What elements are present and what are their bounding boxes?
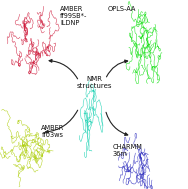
Text: AMBER
ff99SB*-
ILDNP: AMBER ff99SB*- ILDNP	[60, 6, 88, 26]
FancyArrowPatch shape	[106, 112, 128, 136]
Text: AMBER
ff03ws: AMBER ff03ws	[41, 125, 65, 138]
Text: OPLS-AA: OPLS-AA	[107, 6, 136, 12]
Text: NMR
structures: NMR structures	[76, 76, 112, 89]
FancyArrowPatch shape	[49, 60, 78, 79]
Text: CHARMM
36m: CHARMM 36m	[113, 144, 143, 157]
FancyArrowPatch shape	[106, 60, 128, 77]
FancyArrowPatch shape	[45, 110, 78, 133]
